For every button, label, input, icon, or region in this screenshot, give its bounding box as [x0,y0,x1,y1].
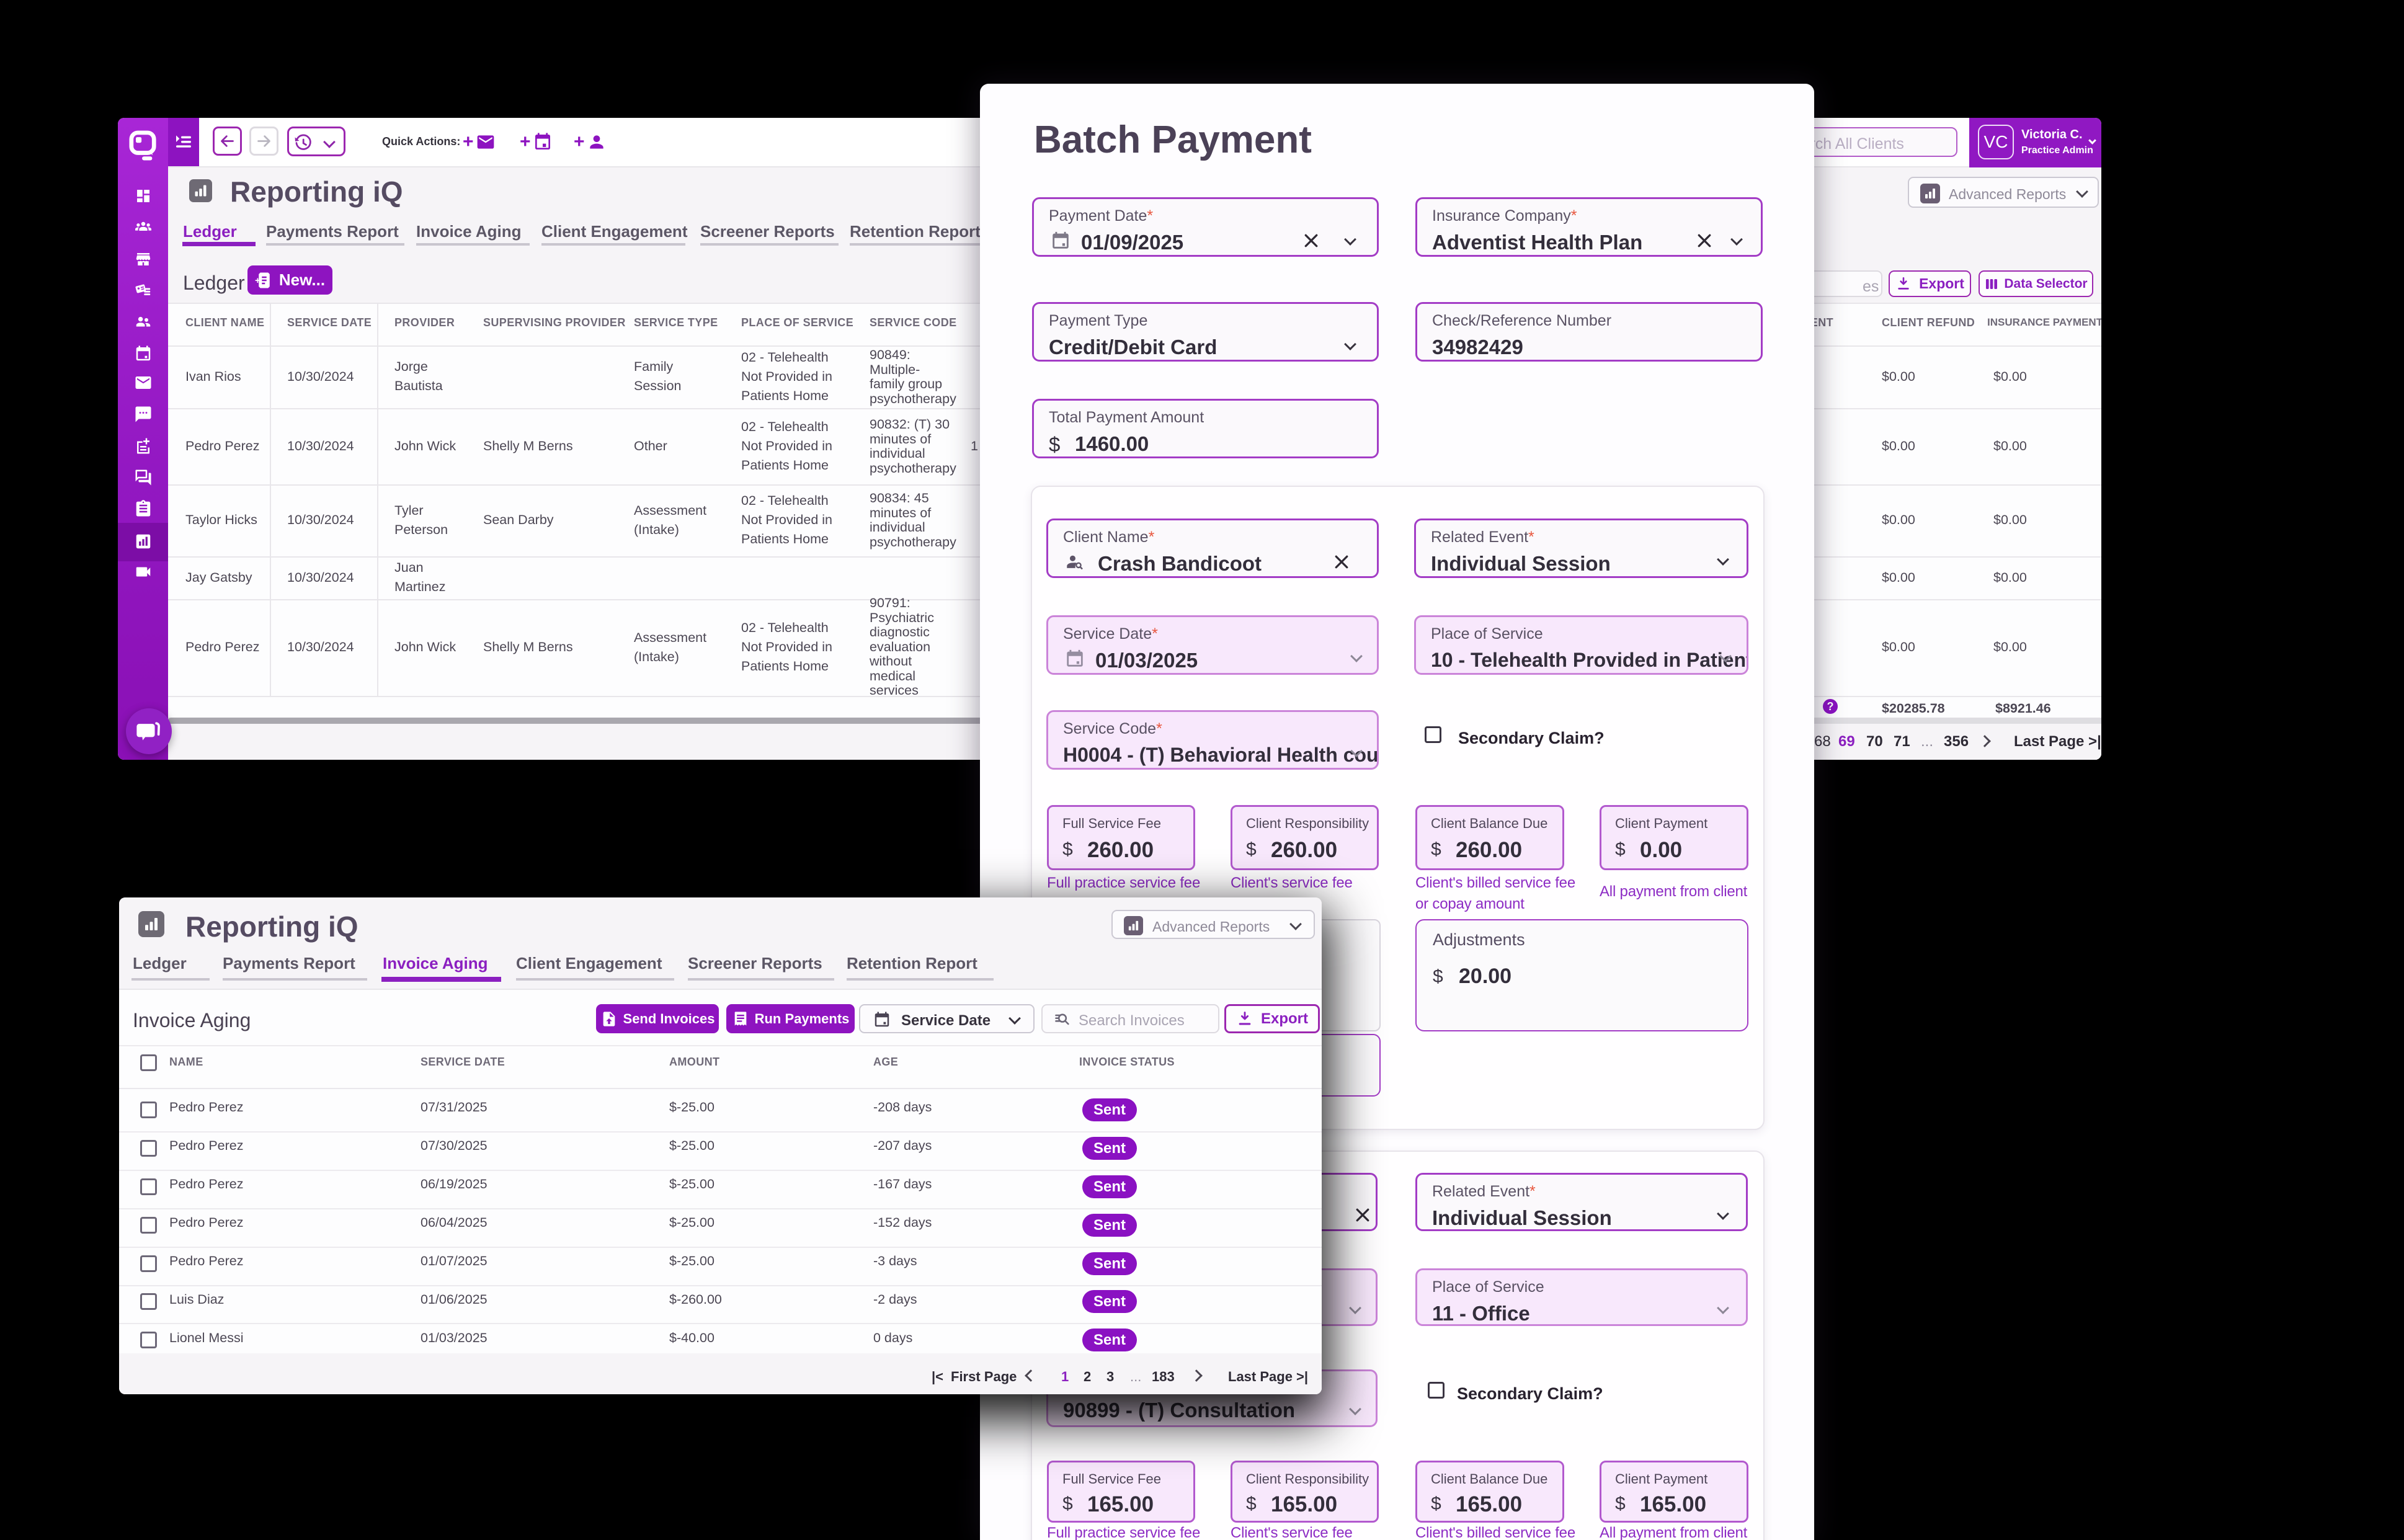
svg-text:+: + [255,275,260,286]
